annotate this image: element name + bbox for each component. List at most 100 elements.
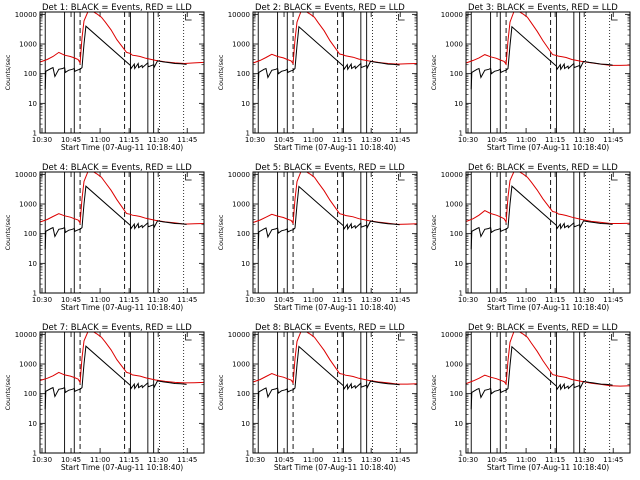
y-tick-label: 10 — [241, 260, 250, 268]
y-tick-label: 10000 — [441, 171, 463, 179]
x-tick-label: 11:30 — [361, 456, 381, 464]
y-tick-label: 100 — [24, 390, 37, 398]
x-tick-label: 11:15 — [545, 296, 565, 304]
y-axis-label: Counts/sec — [4, 54, 12, 90]
y-tick-label: 10 — [241, 420, 250, 428]
x-tick-label: 10:45 — [274, 296, 294, 304]
x-tick-label: 11:30 — [361, 296, 381, 304]
y-tick-label: 1000 — [232, 361, 250, 369]
plot-frame — [39, 171, 205, 294]
x-tick-label: 10:45 — [61, 136, 81, 144]
y-tick-label: 1 — [33, 130, 37, 138]
lld-series-line — [40, 332, 204, 384]
x-tick-label: 10:45 — [61, 296, 81, 304]
x-tick-label: 10:30 — [245, 136, 265, 144]
x-tick-label: 11:15 — [545, 456, 565, 464]
panel-title: Det 7: BLACK = Events, RED = LLD — [42, 323, 192, 333]
plot-frame — [39, 331, 205, 454]
x-axis-label: Start Time (07-Aug-11 10:18:40) — [61, 303, 183, 312]
panel-det-3: Det 3: BLACK = Events, RED = LLD Counts/s… — [430, 3, 631, 152]
x-tick-label: 11:00 — [90, 296, 110, 304]
y-tick-label: 10 — [28, 420, 37, 428]
x-tick-label: 11:30 — [574, 136, 594, 144]
y-tick-label: 1000 — [232, 41, 250, 49]
x-tick-label: 10:30 — [32, 456, 52, 464]
y-tick-label: 100 — [24, 70, 37, 78]
y-tick-label: 100 — [24, 230, 37, 238]
x-tick-label: 11:45 — [177, 136, 197, 144]
y-tick-label: 100 — [237, 390, 250, 398]
panel-title: Det 4: BLACK = Events, RED = LLD — [42, 163, 192, 173]
plot-frame — [252, 171, 418, 294]
x-tick-label: 11:45 — [603, 456, 623, 464]
panel-det-6: Det 6: BLACK = Events, RED = LLD Counts/s… — [430, 163, 631, 312]
x-tick-label: 10:30 — [458, 296, 478, 304]
panel-det-7: Det 7: BLACK = Events, RED = LLD Counts/s… — [4, 323, 205, 472]
y-tick-label: 1 — [246, 450, 250, 458]
y-tick-label: 10000 — [441, 11, 463, 19]
panel-title: Det 8: BLACK = Events, RED = LLD — [255, 323, 405, 333]
x-axis-label: Start Time (07-Aug-11 10:18:40) — [487, 463, 609, 472]
x-tick-label: 11:30 — [574, 296, 594, 304]
panel-det-9: Det 9: BLACK = Events, RED = LLD Counts/s… — [430, 323, 631, 472]
x-tick-label: 11:00 — [516, 136, 536, 144]
y-axis-label: Counts/sec — [217, 374, 225, 410]
y-tick-label: 1000 — [19, 41, 37, 49]
x-axis-label: Start Time (07-Aug-11 10:18:40) — [61, 463, 183, 472]
y-axis-label: Counts/sec — [430, 54, 438, 90]
events-series-line — [257, 185, 400, 250]
x-tick-label: 11:45 — [177, 456, 197, 464]
x-tick-label: 11:45 — [390, 456, 410, 464]
x-tick-label: 11:45 — [603, 296, 623, 304]
y-axis-label: Counts/sec — [4, 374, 12, 410]
y-tick-label: 10000 — [228, 331, 250, 339]
y-axis-label: Counts/sec — [430, 214, 438, 250]
x-tick-label: 10:45 — [487, 136, 507, 144]
plot-frame — [39, 11, 205, 134]
y-tick-label: 10000 — [228, 11, 250, 19]
y-axis-label: Counts/sec — [4, 214, 12, 250]
x-tick-label: 11:00 — [90, 456, 110, 464]
y-tick-label: 1 — [246, 290, 250, 298]
x-axis-label: Start Time (07-Aug-11 10:18:40) — [487, 143, 609, 152]
panel-det-5: Det 5: BLACK = Events, RED = LLD Counts/s… — [217, 163, 418, 312]
x-tick-label: 11:00 — [303, 456, 323, 464]
plot-frame — [465, 331, 631, 454]
attenuator-flag — [611, 14, 618, 21]
x-tick-label: 11:30 — [361, 136, 381, 144]
panel-det-8: Det 8: BLACK = Events, RED = LLD Counts/s… — [217, 323, 418, 472]
y-tick-label: 10000 — [15, 171, 37, 179]
x-axis-label: Start Time (07-Aug-11 10:18:40) — [61, 143, 183, 152]
y-tick-label: 1 — [459, 290, 463, 298]
y-tick-label: 100 — [450, 70, 463, 78]
plot-frame — [252, 11, 418, 134]
x-tick-label: 11:30 — [148, 296, 168, 304]
y-axis-label: Counts/sec — [217, 54, 225, 90]
x-axis-label: Start Time (07-Aug-11 10:18:40) — [274, 303, 396, 312]
x-tick-label: 10:30 — [245, 296, 265, 304]
y-tick-label: 1 — [33, 290, 37, 298]
x-axis-label: Start Time (07-Aug-11 10:18:40) — [274, 463, 396, 472]
panel-title: Det 5: BLACK = Events, RED = LLD — [255, 163, 405, 173]
panel-det-4: Det 4: BLACK = Events, RED = LLD Counts/s… — [4, 163, 205, 312]
y-tick-label: 10 — [28, 260, 37, 268]
lld-series-line — [466, 172, 630, 224]
y-tick-label: 10000 — [228, 171, 250, 179]
plot-frame — [252, 331, 418, 454]
events-series-line — [44, 185, 187, 250]
panel-title: Det 3: BLACK = Events, RED = LLD — [468, 3, 618, 13]
y-tick-label: 1000 — [445, 201, 463, 209]
y-tick-label: 1000 — [445, 361, 463, 369]
y-tick-label: 10 — [241, 100, 250, 108]
x-tick-label: 10:45 — [487, 456, 507, 464]
y-tick-label: 1000 — [19, 201, 37, 209]
x-tick-label: 11:30 — [574, 456, 594, 464]
y-tick-label: 1 — [246, 130, 250, 138]
attenuator-flag — [185, 14, 192, 21]
events-series-line — [470, 345, 613, 410]
x-tick-label: 11:30 — [148, 136, 168, 144]
attenuator-flag — [398, 14, 405, 21]
y-tick-label: 10000 — [441, 331, 463, 339]
events-series-line — [44, 25, 187, 90]
y-tick-label: 10 — [454, 420, 463, 428]
